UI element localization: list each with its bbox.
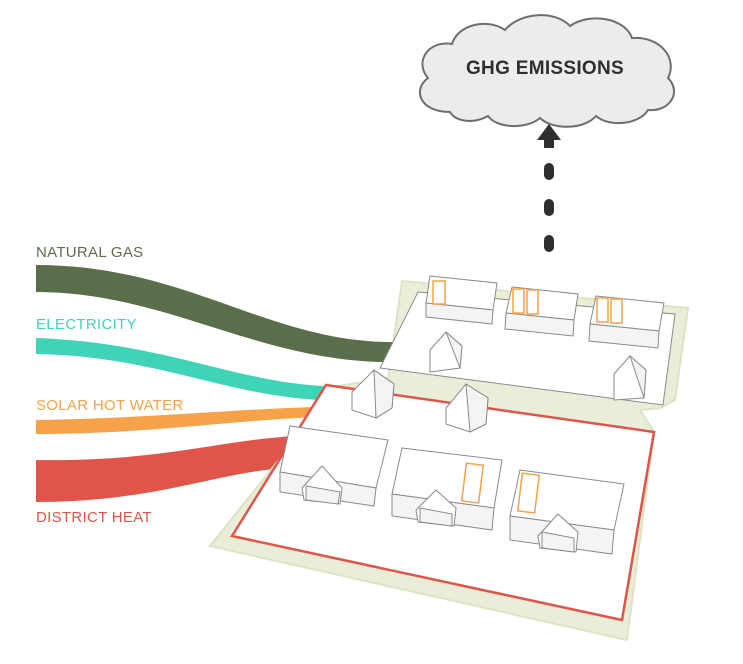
- solar-hot-water-flow: [36, 406, 350, 434]
- middle-sheds: [351, 369, 489, 433]
- electricity-label: ELECTRICITY: [36, 316, 137, 333]
- arrow-stem: [544, 138, 554, 148]
- emissions-arrow: [537, 124, 561, 252]
- district-heat-flow: [36, 436, 296, 502]
- arrow-dash: [544, 235, 554, 252]
- house: [425, 275, 498, 325]
- energy-flows: [36, 265, 400, 502]
- shed: [429, 331, 463, 373]
- house: [391, 447, 503, 531]
- lower-houses: [279, 425, 625, 555]
- solar-hot-water-label: SOLAR HOT WATER: [36, 397, 184, 414]
- house: [279, 425, 389, 507]
- arrow-dash: [544, 199, 554, 216]
- shed: [351, 369, 395, 419]
- house: [509, 469, 625, 555]
- upper-houses: [425, 275, 665, 401]
- arrow-head: [537, 124, 561, 140]
- ghg-emissions-label: GHG EMISSIONS: [465, 58, 625, 79]
- house: [588, 295, 665, 349]
- shed: [445, 383, 489, 433]
- electricity-flow: [36, 338, 360, 401]
- shed: [613, 354, 647, 401]
- natural-gas-flow: [36, 265, 400, 363]
- cloud-shape: [418, 14, 675, 128]
- district-heat-label: DISTRICT HEAT: [36, 509, 152, 526]
- house: [504, 286, 579, 337]
- ghg-cloud: [418, 14, 675, 128]
- natural-gas-label: NATURAL GAS: [36, 244, 144, 261]
- arrow-dash: [544, 163, 554, 180]
